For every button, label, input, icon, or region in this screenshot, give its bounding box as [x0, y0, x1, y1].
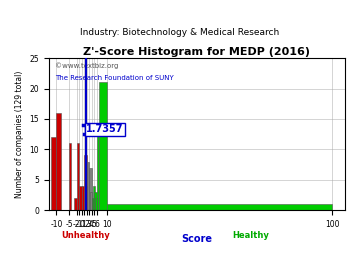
Bar — [57, 113, 62, 210]
Text: Industry: Biotechnology & Medical Research: Industry: Biotechnology & Medical Resear… — [80, 28, 280, 37]
Bar — [51, 137, 57, 210]
X-axis label: Score: Score — [181, 234, 212, 244]
Bar — [107, 204, 332, 210]
Bar — [79, 186, 81, 210]
Title: Z'-Score Histogram for MEDP (2016): Z'-Score Histogram for MEDP (2016) — [84, 48, 310, 58]
Text: The Research Foundation of SUNY: The Research Foundation of SUNY — [55, 75, 174, 81]
Bar — [81, 186, 84, 210]
Bar — [74, 198, 77, 210]
Text: Unhealthy: Unhealthy — [62, 231, 110, 239]
Bar — [69, 143, 72, 210]
Text: ©www.textbiz.org: ©www.textbiz.org — [55, 63, 118, 69]
Bar — [89, 168, 91, 210]
Bar — [86, 161, 89, 210]
Bar — [91, 198, 94, 210]
Bar — [95, 198, 96, 210]
Bar — [93, 186, 95, 210]
Text: Healthy: Healthy — [232, 231, 269, 239]
Bar — [96, 131, 99, 210]
Bar — [85, 186, 86, 210]
Bar — [99, 83, 107, 210]
Text: 1.7357: 1.7357 — [86, 124, 124, 134]
Bar — [77, 143, 79, 210]
Y-axis label: Number of companies (129 total): Number of companies (129 total) — [15, 70, 24, 198]
Bar — [90, 192, 91, 210]
Bar — [94, 192, 96, 210]
Bar — [84, 156, 86, 210]
